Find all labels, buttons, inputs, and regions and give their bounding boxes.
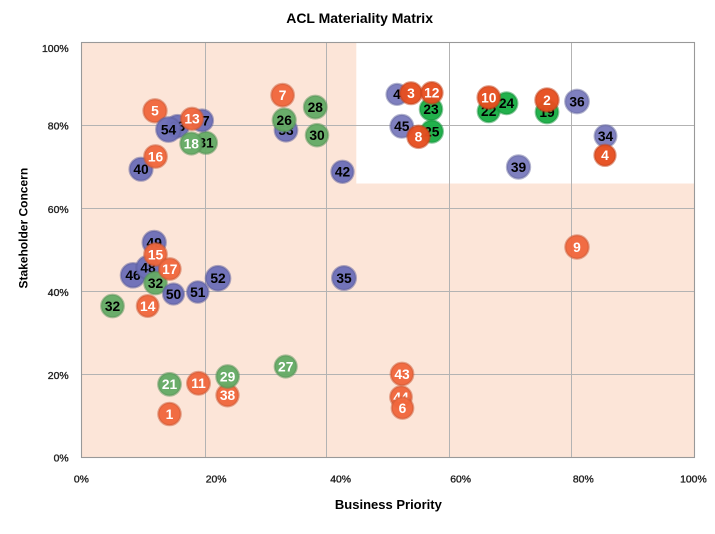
svg-text:100%: 100%: [680, 475, 707, 486]
svg-text:ACL Materiality Matrix: ACL Materiality Matrix: [286, 10, 433, 26]
svg-text:38: 38: [220, 388, 236, 403]
svg-text:14: 14: [140, 299, 156, 314]
svg-text:4: 4: [601, 148, 609, 163]
svg-text:20%: 20%: [48, 371, 69, 382]
svg-text:39: 39: [511, 160, 527, 175]
svg-text:52: 52: [210, 271, 226, 286]
svg-text:32: 32: [148, 276, 164, 291]
svg-text:5: 5: [151, 104, 159, 119]
svg-text:2: 2: [543, 93, 551, 108]
svg-text:0%: 0%: [74, 475, 89, 486]
svg-text:18: 18: [184, 136, 200, 151]
svg-text:9: 9: [573, 240, 581, 255]
svg-text:12: 12: [424, 86, 440, 101]
svg-text:40%: 40%: [48, 288, 69, 299]
svg-text:6: 6: [399, 401, 407, 416]
svg-text:16: 16: [148, 149, 164, 164]
svg-text:4: 4: [393, 87, 401, 102]
svg-text:1: 1: [166, 407, 174, 422]
svg-text:29: 29: [220, 369, 236, 384]
svg-text:28: 28: [308, 100, 324, 115]
svg-text:27: 27: [278, 359, 294, 374]
svg-text:30: 30: [309, 128, 325, 143]
svg-text:10: 10: [481, 90, 497, 105]
svg-text:8: 8: [415, 130, 423, 145]
svg-text:26: 26: [277, 113, 293, 128]
svg-text:43: 43: [394, 367, 410, 382]
svg-text:40%: 40%: [330, 475, 351, 486]
svg-text:13: 13: [184, 112, 200, 127]
svg-text:60%: 60%: [48, 205, 69, 216]
svg-text:34: 34: [598, 129, 614, 144]
svg-text:Business Priority: Business Priority: [335, 497, 443, 512]
svg-text:24: 24: [499, 96, 515, 111]
svg-text:3: 3: [407, 86, 415, 101]
svg-text:7: 7: [279, 88, 287, 103]
svg-text:45: 45: [394, 119, 410, 134]
svg-text:40: 40: [133, 162, 149, 177]
svg-text:36: 36: [569, 94, 585, 109]
svg-text:54: 54: [161, 122, 177, 137]
svg-text:17: 17: [162, 262, 178, 277]
svg-text:21: 21: [162, 377, 178, 392]
svg-text:100%: 100%: [42, 44, 69, 55]
svg-text:15: 15: [148, 247, 164, 262]
svg-text:80%: 80%: [48, 121, 69, 132]
svg-text:32: 32: [105, 299, 121, 314]
svg-text:11: 11: [191, 376, 206, 391]
svg-text:20%: 20%: [206, 475, 227, 486]
svg-text:80%: 80%: [573, 475, 594, 486]
svg-text:50: 50: [166, 287, 182, 302]
svg-text:42: 42: [335, 165, 351, 180]
svg-text:35: 35: [336, 271, 352, 286]
svg-text:51: 51: [190, 285, 206, 300]
svg-text:60%: 60%: [450, 475, 471, 486]
svg-text:Stakeholder Concern: Stakeholder Concern: [16, 168, 30, 289]
svg-text:23: 23: [423, 102, 439, 117]
svg-text:0%: 0%: [54, 453, 69, 464]
